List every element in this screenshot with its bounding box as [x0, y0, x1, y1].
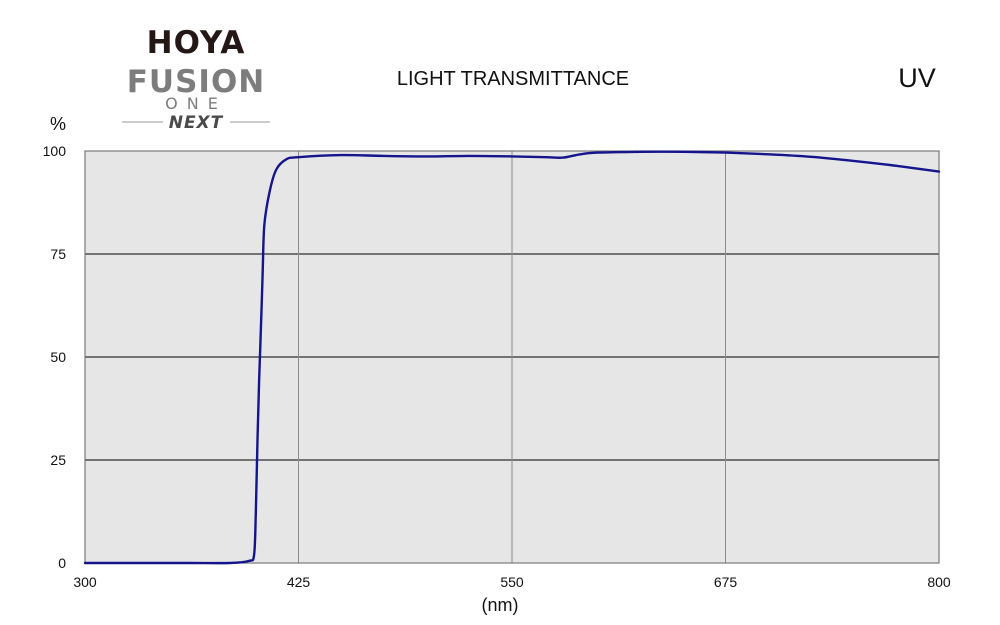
brand-logo: HOYA FUSION ONE NEXT [122, 25, 270, 133]
y-tick-label: 50 [50, 349, 66, 365]
x-tick-label: 300 [73, 574, 97, 590]
series-line [83, 150, 941, 565]
y-tick-label: 100 [43, 143, 67, 159]
y-tick-label: 25 [50, 452, 66, 468]
y-tick-label: 0 [58, 555, 66, 571]
x-tick-label: 800 [927, 574, 951, 590]
logo-line2: ONE [165, 94, 227, 113]
chart-title: LIGHT TRANSMITTANCE [397, 68, 629, 90]
y-axis-label: % [50, 114, 66, 134]
x-tick-label: 675 [714, 574, 738, 590]
y-tick-label: 75 [50, 246, 66, 262]
plot-border [84, 150, 940, 564]
grid-lines [85, 151, 939, 563]
tick-labels: 0 25 50 75 100 300 425 550 675 800 [43, 143, 951, 590]
x-axis-label: (nm) [482, 595, 519, 615]
logo-line1: FUSION [127, 64, 266, 100]
logo-line3: NEXT [169, 113, 224, 133]
logo-brand: HOYA [147, 25, 246, 61]
x-tick-label: 550 [500, 574, 524, 590]
x-tick-label: 425 [287, 574, 311, 590]
chart-subtitle: UV [898, 63, 936, 93]
